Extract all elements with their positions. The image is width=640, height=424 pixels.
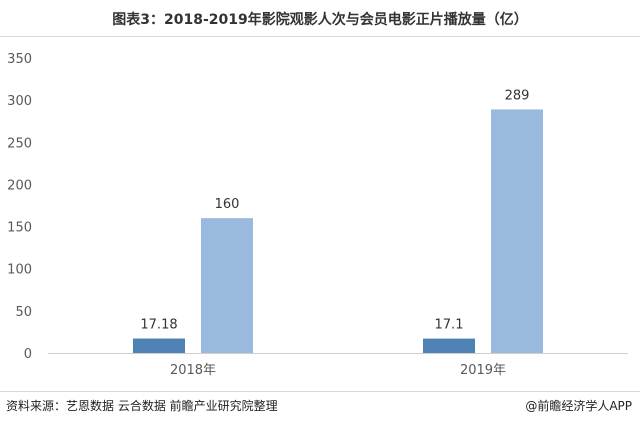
- bar-chart: 0 50 100 150 200 250 300 350 17.18 160 2018年 17.1 28…: [7, 52, 628, 378]
- source-note: 资料来源：艺恩数据 云合数据 前瞻产业研究院整理: [6, 399, 278, 413]
- y-tick-label: 250: [7, 136, 32, 151]
- brand-label: @前瞻经济学人APP: [525, 399, 632, 413]
- x-tick-label: 2018年: [170, 363, 216, 378]
- y-tick-label: 200: [7, 178, 32, 193]
- bar: [133, 338, 185, 353]
- bar: [491, 109, 543, 354]
- data-label: 160: [215, 197, 240, 212]
- y-tick-label: 50: [15, 305, 32, 320]
- footer-divider: [0, 391, 640, 392]
- y-tick-label: 100: [7, 263, 32, 278]
- x-tick-label: 2019年: [460, 363, 506, 378]
- title-bar: 图表3：2018-2019年影院观影人次与会员电影正片播放量（亿）: [0, 0, 640, 37]
- data-label: 289: [505, 88, 530, 103]
- y-tick-label: 300: [7, 94, 32, 109]
- y-tick-label: 350: [7, 52, 32, 67]
- y-tick-label: 0: [24, 347, 32, 362]
- bar: [423, 338, 475, 353]
- data-label: 17.18: [140, 318, 177, 333]
- y-tick-label: 150: [7, 221, 32, 236]
- bar: [201, 218, 253, 353]
- chart-title: 图表3：2018-2019年影院观影人次与会员电影正片播放量（亿）: [112, 12, 528, 28]
- data-label: 17.1: [435, 318, 464, 333]
